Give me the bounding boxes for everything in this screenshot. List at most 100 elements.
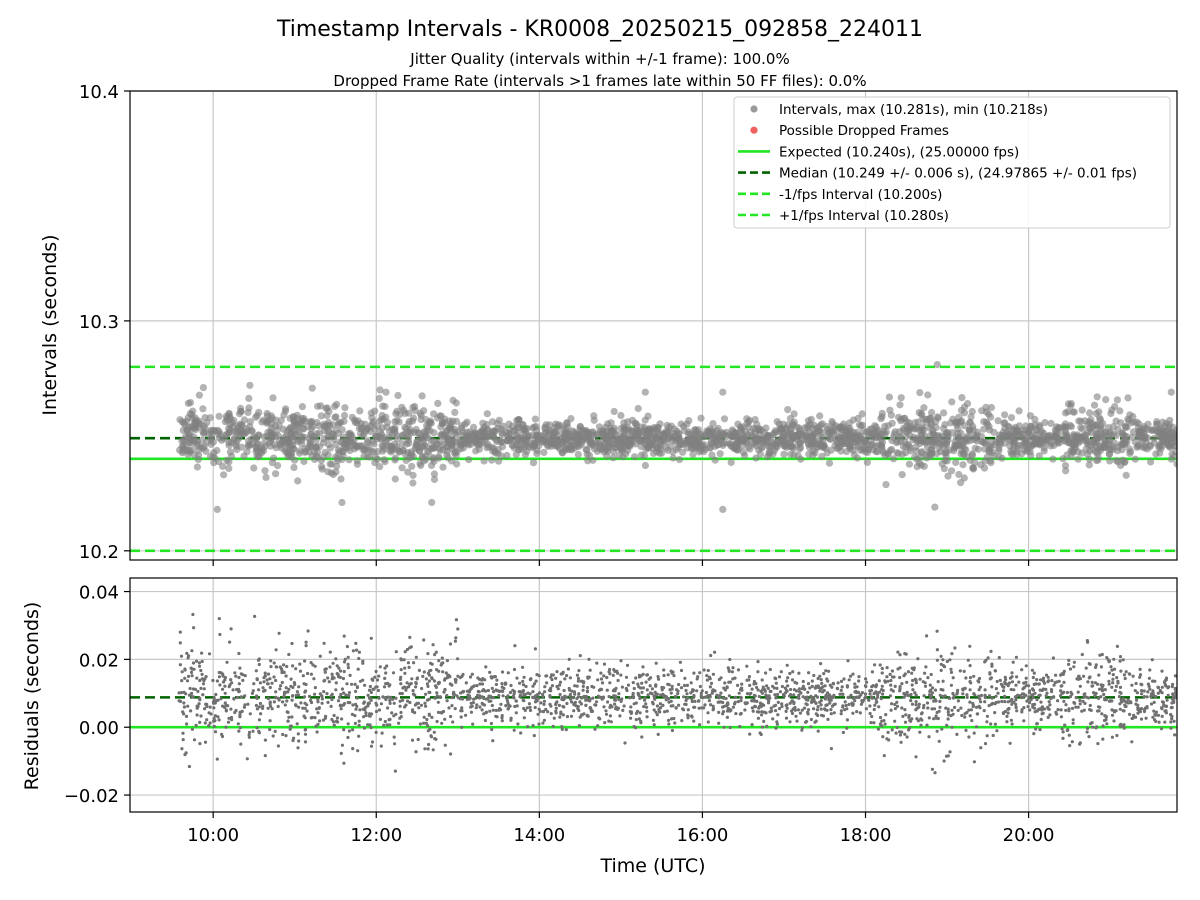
data-point [825, 459, 834, 467]
data-point [1080, 432, 1089, 440]
data-point [1121, 658, 1125, 662]
data-point [793, 705, 797, 710]
data-point [177, 691, 181, 695]
data-point [539, 701, 543, 705]
data-point [776, 692, 780, 697]
data-point [1169, 726, 1173, 730]
data-point [311, 663, 315, 667]
data-point [1116, 407, 1124, 415]
data-point [394, 712, 398, 716]
data-point [983, 700, 987, 704]
data-point-extreme [213, 505, 221, 513]
data-point [806, 712, 810, 716]
data-point [448, 675, 452, 679]
data-point [883, 680, 888, 684]
data-point [662, 673, 666, 678]
data-point [1049, 455, 1057, 463]
data-point [350, 712, 354, 717]
data-point [760, 710, 764, 714]
data-point [1047, 700, 1051, 704]
data-point [1024, 676, 1028, 680]
data-point [434, 399, 442, 407]
data-point [353, 460, 361, 468]
data-point [1164, 704, 1169, 708]
data-point [594, 703, 598, 707]
data-point [1061, 462, 1070, 470]
data-point [1091, 421, 1099, 430]
data-point [658, 710, 662, 714]
data-point [716, 433, 724, 441]
data-point [215, 458, 223, 466]
data-point [1093, 429, 1102, 437]
data-point [181, 710, 185, 714]
data-point [409, 645, 413, 649]
data-point [990, 685, 994, 689]
data-point [982, 418, 991, 426]
data-point [484, 697, 488, 701]
data-point [285, 664, 289, 669]
data-point [515, 416, 523, 424]
data-point [584, 457, 592, 465]
data-point [1130, 683, 1134, 687]
data-point [299, 701, 303, 705]
data-point [1163, 720, 1167, 724]
data-point [1090, 680, 1094, 685]
data-point [792, 688, 797, 692]
data-point [784, 716, 789, 720]
data-point [924, 391, 932, 399]
data-point [1102, 692, 1106, 697]
data-point [1062, 680, 1066, 685]
data-point [1103, 696, 1107, 701]
data-point [532, 734, 536, 738]
data-point [756, 450, 765, 458]
data-point [700, 689, 704, 693]
data-point [1035, 452, 1043, 460]
data-point [1015, 422, 1024, 430]
data-point [791, 434, 799, 442]
data-point [1031, 696, 1035, 700]
data-point [250, 464, 258, 472]
data-point [1169, 434, 1177, 442]
data-point [254, 669, 258, 673]
data-point [986, 656, 990, 660]
data-point [655, 713, 659, 717]
data-point [917, 409, 925, 418]
data-point [549, 689, 553, 693]
data-point [1140, 429, 1148, 437]
data-point [514, 711, 518, 715]
data-point [311, 433, 319, 441]
data-point [577, 724, 582, 728]
data-point [880, 719, 884, 723]
data-point [1038, 693, 1042, 697]
data-point [480, 708, 484, 712]
data-point [951, 676, 955, 680]
data-point [940, 727, 944, 731]
data-point [1071, 721, 1075, 725]
data-point [497, 425, 505, 433]
data-point [320, 701, 324, 705]
data-point [1040, 706, 1044, 710]
data-point [1107, 671, 1111, 675]
data-point [400, 691, 404, 696]
data-point [505, 696, 509, 701]
data-point [1034, 727, 1038, 731]
data-point [268, 702, 272, 706]
data-point [377, 674, 381, 678]
data-point [311, 455, 319, 463]
data-point [552, 716, 556, 720]
data-point [713, 650, 717, 654]
data-point [187, 654, 191, 658]
data-point [474, 706, 478, 710]
data-point [1015, 675, 1019, 679]
data-point [568, 688, 572, 692]
data-point [1128, 700, 1133, 704]
data-point [832, 711, 836, 715]
data-point [968, 451, 976, 459]
data-point [342, 660, 347, 664]
data-point [823, 422, 831, 431]
data-point [372, 687, 376, 691]
data-point [903, 732, 907, 736]
data-point [388, 723, 392, 727]
data-point [1076, 690, 1080, 694]
data-point [777, 707, 782, 711]
